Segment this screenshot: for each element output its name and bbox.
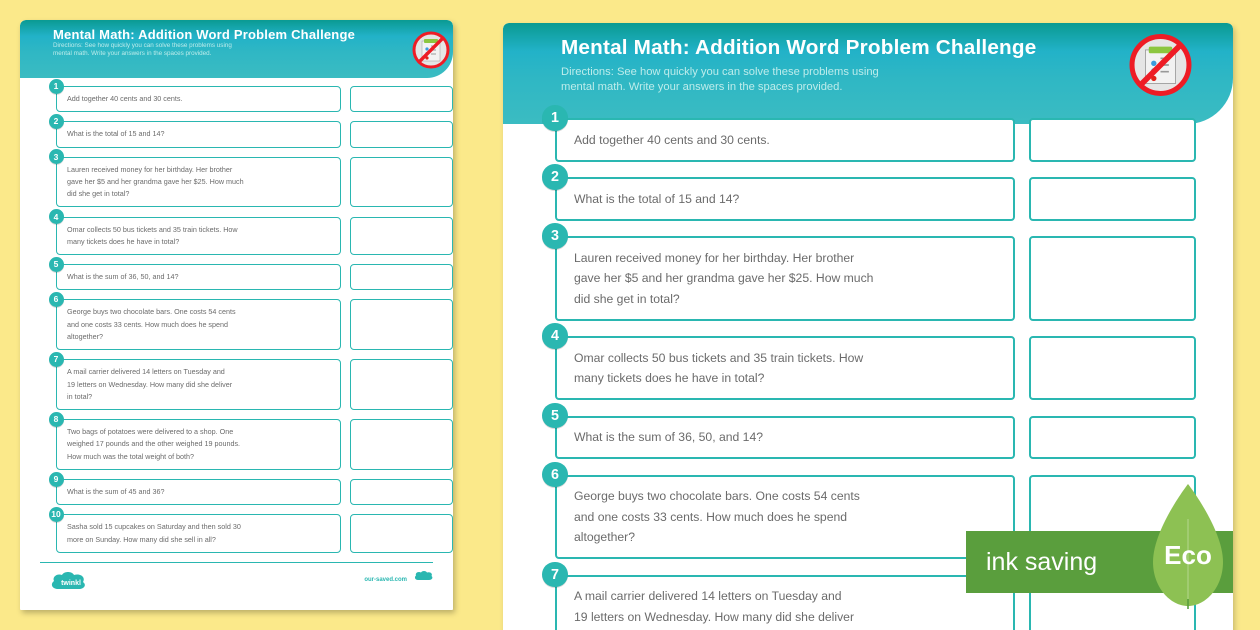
svg-text:twinkl: twinkl bbox=[61, 580, 81, 587]
svg-text:Eco: Eco bbox=[1164, 540, 1212, 570]
